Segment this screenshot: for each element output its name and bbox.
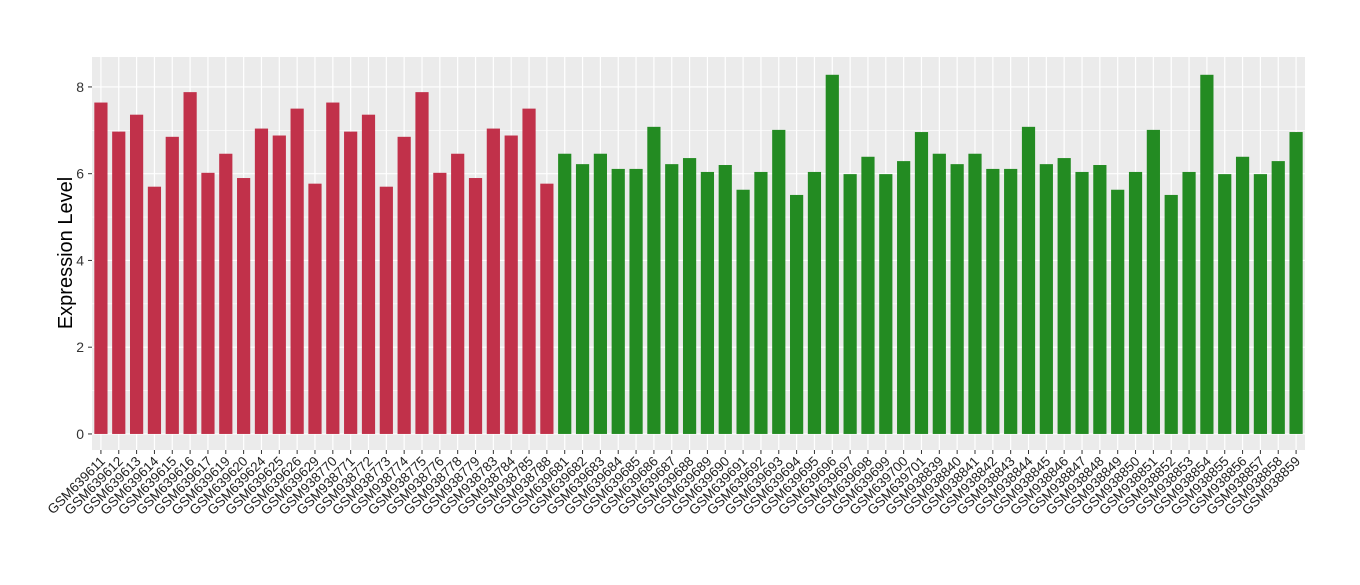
bar-GSM639691	[736, 189, 750, 434]
bar-GSM938774	[397, 136, 411, 434]
bar-GSM938775	[415, 92, 429, 434]
bar-GSM938844	[1021, 126, 1036, 434]
bar-GSM938847	[1075, 171, 1089, 434]
bar-GSM938784	[504, 135, 518, 434]
bar-GSM639684	[611, 168, 625, 434]
x-axis: GSM639611GSM639612GSM639613GSM639614GSM6…	[45, 450, 1303, 518]
bar-GSM938785	[522, 108, 536, 434]
bar-GSM639683	[593, 153, 607, 434]
bar-GSM639626	[290, 108, 304, 434]
bar-GSM639615	[165, 136, 179, 434]
bar-GSM938839	[932, 153, 946, 434]
y-tick-label: 6	[76, 166, 84, 182]
bar-GSM639694	[790, 194, 804, 434]
bar-GSM639616	[183, 92, 197, 434]
bar-GSM639682	[575, 164, 590, 434]
bar-GSM938852	[1164, 194, 1178, 434]
bar-GSM938851	[1146, 129, 1160, 434]
bar-GSM938783	[486, 128, 500, 434]
bar-GSM639629	[308, 183, 322, 434]
bar-GSM639699	[879, 174, 893, 434]
bar-GSM639613	[129, 114, 144, 434]
bar-GSM938773	[379, 186, 393, 434]
y-tick-label: 4	[76, 252, 84, 268]
bar-GSM639688	[682, 158, 697, 434]
bar-GSM639698	[861, 156, 875, 434]
bar-GSM938778	[451, 153, 465, 434]
bar-GSM938849	[1111, 189, 1125, 434]
bar-GSM639689	[700, 171, 715, 434]
bar-GSM938850	[1128, 171, 1143, 434]
bar-GSM938840	[950, 164, 964, 434]
bar-GSM639620	[237, 178, 251, 434]
bar-GSM938856	[1235, 156, 1250, 434]
bars	[94, 74, 1303, 434]
bar-GSM639624	[254, 128, 269, 434]
bar-GSM639617	[201, 172, 215, 434]
bar-GSM938841	[968, 153, 982, 434]
y-tick-label: 8	[76, 79, 84, 95]
bar-GSM639614	[147, 186, 162, 434]
y-axis-label: Expression Level	[55, 177, 77, 329]
bar-GSM639695	[807, 171, 822, 434]
bar-GSM639686	[647, 126, 661, 434]
bar-GSM639693	[772, 129, 786, 434]
bar-GSM639681	[558, 153, 572, 434]
y-tick-label: 0	[76, 426, 84, 442]
bar-GSM938854	[1200, 74, 1214, 434]
bar-GSM938845	[1039, 164, 1053, 434]
bar-GSM938859	[1289, 132, 1303, 434]
bar-GSM639612	[112, 131, 126, 434]
y-tick-label: 2	[76, 339, 84, 355]
bar-GSM938779	[468, 178, 483, 434]
bar-GSM639690	[718, 165, 732, 434]
bar-GSM938770	[326, 102, 340, 434]
bar-GSM938842	[986, 168, 1000, 434]
bar-GSM639625	[272, 135, 286, 434]
bar-GSM639696	[825, 74, 839, 434]
bar-GSM639700	[897, 161, 911, 434]
bar-GSM938857	[1253, 174, 1268, 434]
bar-GSM938848	[1093, 165, 1107, 434]
bar-GSM639685	[629, 168, 643, 434]
bar-GSM639697	[843, 174, 857, 434]
bar-GSM938788	[540, 183, 554, 434]
bar-GSM639619	[219, 153, 233, 434]
bar-GSM639687	[665, 164, 679, 434]
bar-GSM938772	[361, 114, 376, 434]
bar-GSM639692	[754, 171, 768, 434]
bar-GSM938858	[1271, 161, 1285, 434]
bar-GSM938853	[1182, 171, 1196, 434]
bar-GSM639611	[94, 102, 108, 434]
bar-GSM938846	[1057, 158, 1071, 434]
bar-GSM938843	[1004, 168, 1018, 434]
bar-GSM938855	[1218, 174, 1232, 434]
bar-GSM938776	[433, 172, 447, 434]
bar-GSM938771	[344, 131, 358, 434]
y-axis: 0 2 4 6 8	[76, 79, 92, 442]
bar-GSM639701	[914, 132, 929, 434]
